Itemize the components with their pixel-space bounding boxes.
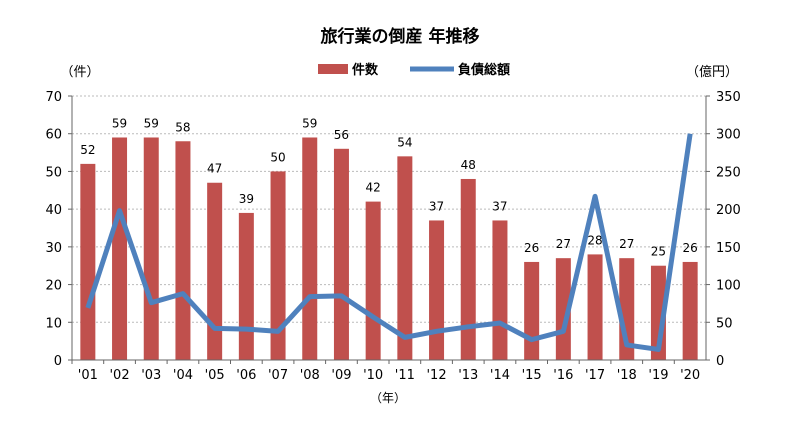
x-tick-label: '11 xyxy=(395,368,415,383)
legend-bar-swatch xyxy=(318,64,348,74)
x-tick-label: '19 xyxy=(648,368,668,383)
x-tick-label: '20 xyxy=(680,368,700,383)
bar xyxy=(112,137,127,360)
bar-value-label: 39 xyxy=(239,192,254,206)
x-axis-label: （年） xyxy=(370,391,406,405)
bar xyxy=(334,149,349,360)
bar-value-label: 26 xyxy=(524,241,539,255)
x-tick-label: '09 xyxy=(331,368,351,383)
x-tick-label: '01 xyxy=(78,368,98,383)
bar xyxy=(207,183,222,360)
x-tick-label: '06 xyxy=(236,368,256,383)
bar xyxy=(144,137,159,360)
bar-value-label: 52 xyxy=(80,143,95,157)
right-tick-label: 200 xyxy=(716,203,741,218)
bar xyxy=(366,202,381,360)
bar xyxy=(461,179,476,360)
right-tick-label: 150 xyxy=(716,241,741,256)
bar-value-label: 27 xyxy=(619,237,634,251)
legend-line-label: 負債総額 xyxy=(458,62,510,78)
bar-value-label: 58 xyxy=(175,120,190,134)
left-tick-label: 10 xyxy=(45,316,62,331)
x-tick-label: '05 xyxy=(205,368,225,383)
bar-value-label: 47 xyxy=(207,162,222,176)
left-tick-label: 60 xyxy=(45,128,62,143)
bar-value-label: 42 xyxy=(366,181,381,195)
bar-value-label: 28 xyxy=(587,233,602,247)
x-tick-label: '15 xyxy=(522,368,542,383)
bar xyxy=(397,156,412,360)
bar xyxy=(683,262,698,360)
x-tick-label: '02 xyxy=(109,368,129,383)
bar-value-label: 50 xyxy=(270,150,285,164)
bar xyxy=(429,220,444,360)
left-tick-label: 50 xyxy=(45,165,62,180)
right-tick-label: 350 xyxy=(716,90,741,105)
left-tick-label: 0 xyxy=(54,354,62,369)
left-tick-label: 70 xyxy=(45,90,62,105)
x-tick-label: '04 xyxy=(173,368,193,383)
bar xyxy=(80,164,95,360)
bar-value-label: 27 xyxy=(556,237,571,251)
x-tick-label: '08 xyxy=(300,368,320,383)
bar-value-label: 54 xyxy=(397,135,412,149)
bar xyxy=(492,220,507,360)
right-axis-label: （億円） xyxy=(686,64,738,80)
x-tick-label: '17 xyxy=(585,368,605,383)
right-tick-label: 0 xyxy=(716,354,724,369)
bar-value-label: 59 xyxy=(302,116,317,130)
chart-title: 旅行業の倒産 年推移 xyxy=(321,26,480,47)
bar-value-label: 56 xyxy=(334,128,349,142)
right-tick-label: 100 xyxy=(716,279,741,294)
bar-value-label: 59 xyxy=(112,116,127,130)
bar-value-label: 26 xyxy=(683,241,698,255)
bar xyxy=(239,213,254,360)
bar-value-label: 59 xyxy=(144,116,159,130)
bar-value-label: 25 xyxy=(651,245,666,259)
x-tick-label: '14 xyxy=(490,368,510,383)
bar-value-label: 37 xyxy=(492,199,507,213)
x-tick-label: '16 xyxy=(553,368,573,383)
legend-bar-label: 件数 xyxy=(352,62,379,78)
bar xyxy=(175,141,190,360)
right-tick-label: 300 xyxy=(716,128,741,143)
x-tick-label: '10 xyxy=(363,368,383,383)
bar xyxy=(524,262,539,360)
bar xyxy=(588,254,603,360)
x-tick-label: '13 xyxy=(458,368,478,383)
x-tick-label: '18 xyxy=(617,368,637,383)
bar-value-label: 37 xyxy=(429,199,444,213)
right-tick-label: 250 xyxy=(716,165,741,180)
x-tick-label: '12 xyxy=(426,368,446,383)
bar-value-label: 48 xyxy=(461,158,476,172)
left-tick-label: 40 xyxy=(45,203,62,218)
right-tick-label: 50 xyxy=(716,316,733,331)
left-tick-label: 20 xyxy=(45,279,62,294)
legend: 件数 負債総額 xyxy=(318,62,510,78)
x-tick-label: '07 xyxy=(268,368,288,383)
left-tick-label: 30 xyxy=(45,241,62,256)
bar xyxy=(302,137,317,360)
x-tick-label: '03 xyxy=(141,368,161,383)
left-axis-label: （件） xyxy=(60,65,99,80)
